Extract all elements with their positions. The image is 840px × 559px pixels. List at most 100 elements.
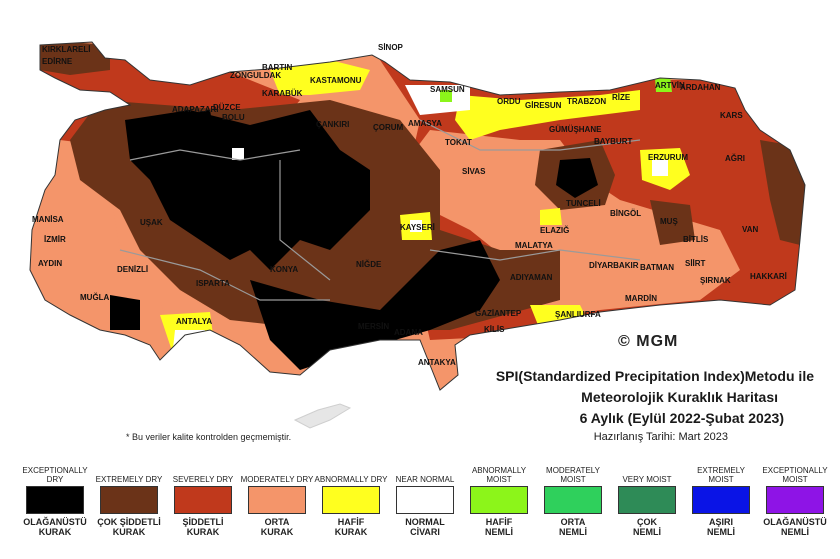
legend-swatch bbox=[26, 486, 84, 514]
city-label: NİĞDE bbox=[356, 260, 382, 269]
title-line-3: 6 Aylık (Eylül 2022-Şubat 2023) bbox=[579, 410, 784, 426]
legend-turkish-label: NEMLİ bbox=[485, 527, 513, 537]
legend-english-label: EXCEPTIONALLY MOIST bbox=[762, 466, 828, 484]
legend-turkish-label: NEMLİ bbox=[781, 527, 809, 537]
city-label: AMASYA bbox=[408, 119, 442, 128]
legend-item: EXCEPTIONALLY DRY OLAĞANÜSTÜ KURAK bbox=[18, 462, 92, 537]
legend-turkish-label: KURAK bbox=[260, 527, 294, 537]
mgm-logo: © MGM bbox=[618, 333, 679, 350]
title-line-1: SPI(Standardized Precipitation Index)Met… bbox=[495, 368, 814, 384]
legend-turkish-label: HAFİF bbox=[485, 517, 513, 527]
zone-extremely-dry bbox=[760, 140, 805, 250]
city-label: BİNGÖL bbox=[610, 209, 641, 218]
city-label: MARDİN bbox=[625, 294, 657, 303]
legend-item: ABNORMALLY MOIST HAFİF NEMLİ bbox=[462, 462, 536, 537]
legend-english-label: NEAR NORMAL bbox=[395, 475, 455, 484]
legend-english-label: EXTREMELY MOIST bbox=[697, 466, 745, 484]
zone-exceptionally-dry bbox=[556, 158, 598, 198]
city-label: GAZİANTEP bbox=[475, 309, 522, 318]
legend-turkish-label: KURAK bbox=[112, 527, 146, 537]
legend-turkish-label: ŞİDDETLİ bbox=[182, 517, 224, 527]
legend-item: EXTREMELY DRY ÇOK ŞİDDETLİ KURAK bbox=[92, 462, 166, 537]
legend-item: EXCEPTIONALLY MOIST OLAĞANÜSTÜ NEMLİ bbox=[758, 462, 832, 537]
legend-turkish-label: NEMLİ bbox=[633, 527, 661, 537]
zone-exceptionally-dry bbox=[160, 110, 215, 150]
map-title: SPI(Standardized Precipitation Index)Met… bbox=[496, 366, 814, 445]
zone-abnormally-dry bbox=[270, 60, 370, 95]
city-label: ANTAKYA bbox=[418, 358, 456, 367]
legend-item: VERY MOIST ÇOK NEMLİ bbox=[610, 462, 684, 537]
legend-english-label: EXTREMELY DRY bbox=[95, 475, 163, 484]
legend-swatch bbox=[544, 486, 602, 514]
legend-turkish-label: NEMLİ bbox=[559, 527, 587, 537]
legend-turkish-label: ÇOK ŞİDDETLİ bbox=[97, 517, 161, 527]
legend: EXCEPTIONALLY DRY OLAĞANÜSTÜ KURAK EXTREMEL… bbox=[18, 462, 827, 554]
city-label: TUNCELİ bbox=[566, 199, 601, 208]
city-label: GİRESUN bbox=[525, 101, 562, 110]
legend-english-label: ABNORMALLY MOIST bbox=[471, 466, 527, 484]
city-label: ÇANKIRI bbox=[316, 120, 349, 129]
legend-english-label: ABNORMALLY DRY bbox=[314, 475, 388, 484]
zone-abnormally-dry bbox=[455, 90, 640, 140]
legend-swatch bbox=[470, 486, 528, 514]
zone-near-normal bbox=[405, 85, 470, 115]
city-label: ZONGULDAK bbox=[230, 71, 281, 80]
city-label: MALATYA bbox=[515, 241, 553, 250]
region-borders bbox=[119, 119, 641, 301]
legend-turkish-label: KURAK bbox=[38, 527, 72, 537]
legend-turkish-label: KURAK bbox=[334, 527, 368, 537]
city-label: İZMİR bbox=[44, 235, 66, 244]
legend-turkish-label: ORTA bbox=[560, 517, 586, 527]
legend-turkish-label: CİVARI bbox=[410, 527, 440, 537]
city-label: DÜZCE bbox=[213, 103, 241, 112]
city-label: MUŞ bbox=[660, 217, 678, 226]
legend-item: ABNORMALLY DRY HAFİF KURAK bbox=[314, 462, 388, 537]
legend-english-label: MODERATELY MOIST bbox=[546, 466, 600, 484]
city-label: KIRKLARELİ bbox=[42, 45, 90, 54]
title-line-2: Meteorolojik Kuraklık Haritası bbox=[581, 389, 778, 405]
city-label: SİNOP bbox=[378, 43, 404, 52]
city-label: AYDIN bbox=[38, 259, 62, 268]
legend-swatch bbox=[100, 486, 158, 514]
city-label: KAYSERİ bbox=[400, 223, 435, 232]
city-label: ISPARTA bbox=[196, 279, 230, 288]
city-label: UŞAK bbox=[140, 218, 163, 227]
legend-swatch bbox=[396, 486, 454, 514]
zone-exceptionally-dry bbox=[110, 295, 140, 330]
city-label: KARABÜK bbox=[262, 89, 303, 98]
legend-swatch bbox=[174, 486, 232, 514]
legend-swatch bbox=[692, 486, 750, 514]
city-label: BATMAN bbox=[640, 263, 674, 272]
city-label: SAMSUN bbox=[430, 85, 465, 94]
city-label: TOKAT bbox=[445, 138, 472, 147]
city-label: VAN bbox=[742, 225, 759, 234]
zone-abnormally-dry bbox=[540, 208, 562, 225]
city-label: ADANA bbox=[394, 328, 423, 337]
quality-note: * Bu veriler kalite kontrolden geçmemişt… bbox=[126, 432, 292, 442]
legend-item: NEAR NORMAL NORMAL CİVARI bbox=[388, 462, 462, 537]
city-label: SİVAS bbox=[462, 167, 486, 176]
turkey-outline bbox=[29, 41, 806, 391]
city-label: KİLİS bbox=[484, 325, 505, 334]
zone-abnormally-moist bbox=[655, 76, 672, 92]
city-label: ANTALYA bbox=[176, 317, 212, 326]
legend-turkish-label: ORTA bbox=[264, 517, 290, 527]
city-label: KARS bbox=[720, 111, 743, 120]
city-label: ÇORUM bbox=[373, 123, 404, 132]
city-label: BOLU bbox=[222, 113, 245, 122]
city-label: ARDAHAN bbox=[680, 83, 721, 92]
legend-turkish-label: NEMLİ bbox=[707, 527, 735, 537]
zone-exceptionally-dry bbox=[250, 240, 500, 370]
city-label: TRABZON bbox=[567, 97, 606, 106]
city-label: BARTIN bbox=[262, 63, 292, 72]
legend-item: MODERATELY DRY ORTA KURAK bbox=[240, 462, 314, 537]
zone-near-normal bbox=[232, 148, 244, 160]
city-label: ARTVİN bbox=[655, 81, 685, 90]
legend-english-label: MODERATELY DRY bbox=[240, 475, 314, 484]
city-label: ORDU bbox=[497, 97, 521, 106]
city-label: KASTAMONU bbox=[310, 76, 362, 85]
zone-near-normal bbox=[652, 160, 668, 176]
legend-turkish-label: NORMAL bbox=[405, 517, 445, 527]
legend-english-label: EXCEPTIONALLY DRY bbox=[22, 466, 88, 484]
city-label: SİİRT bbox=[685, 259, 706, 268]
